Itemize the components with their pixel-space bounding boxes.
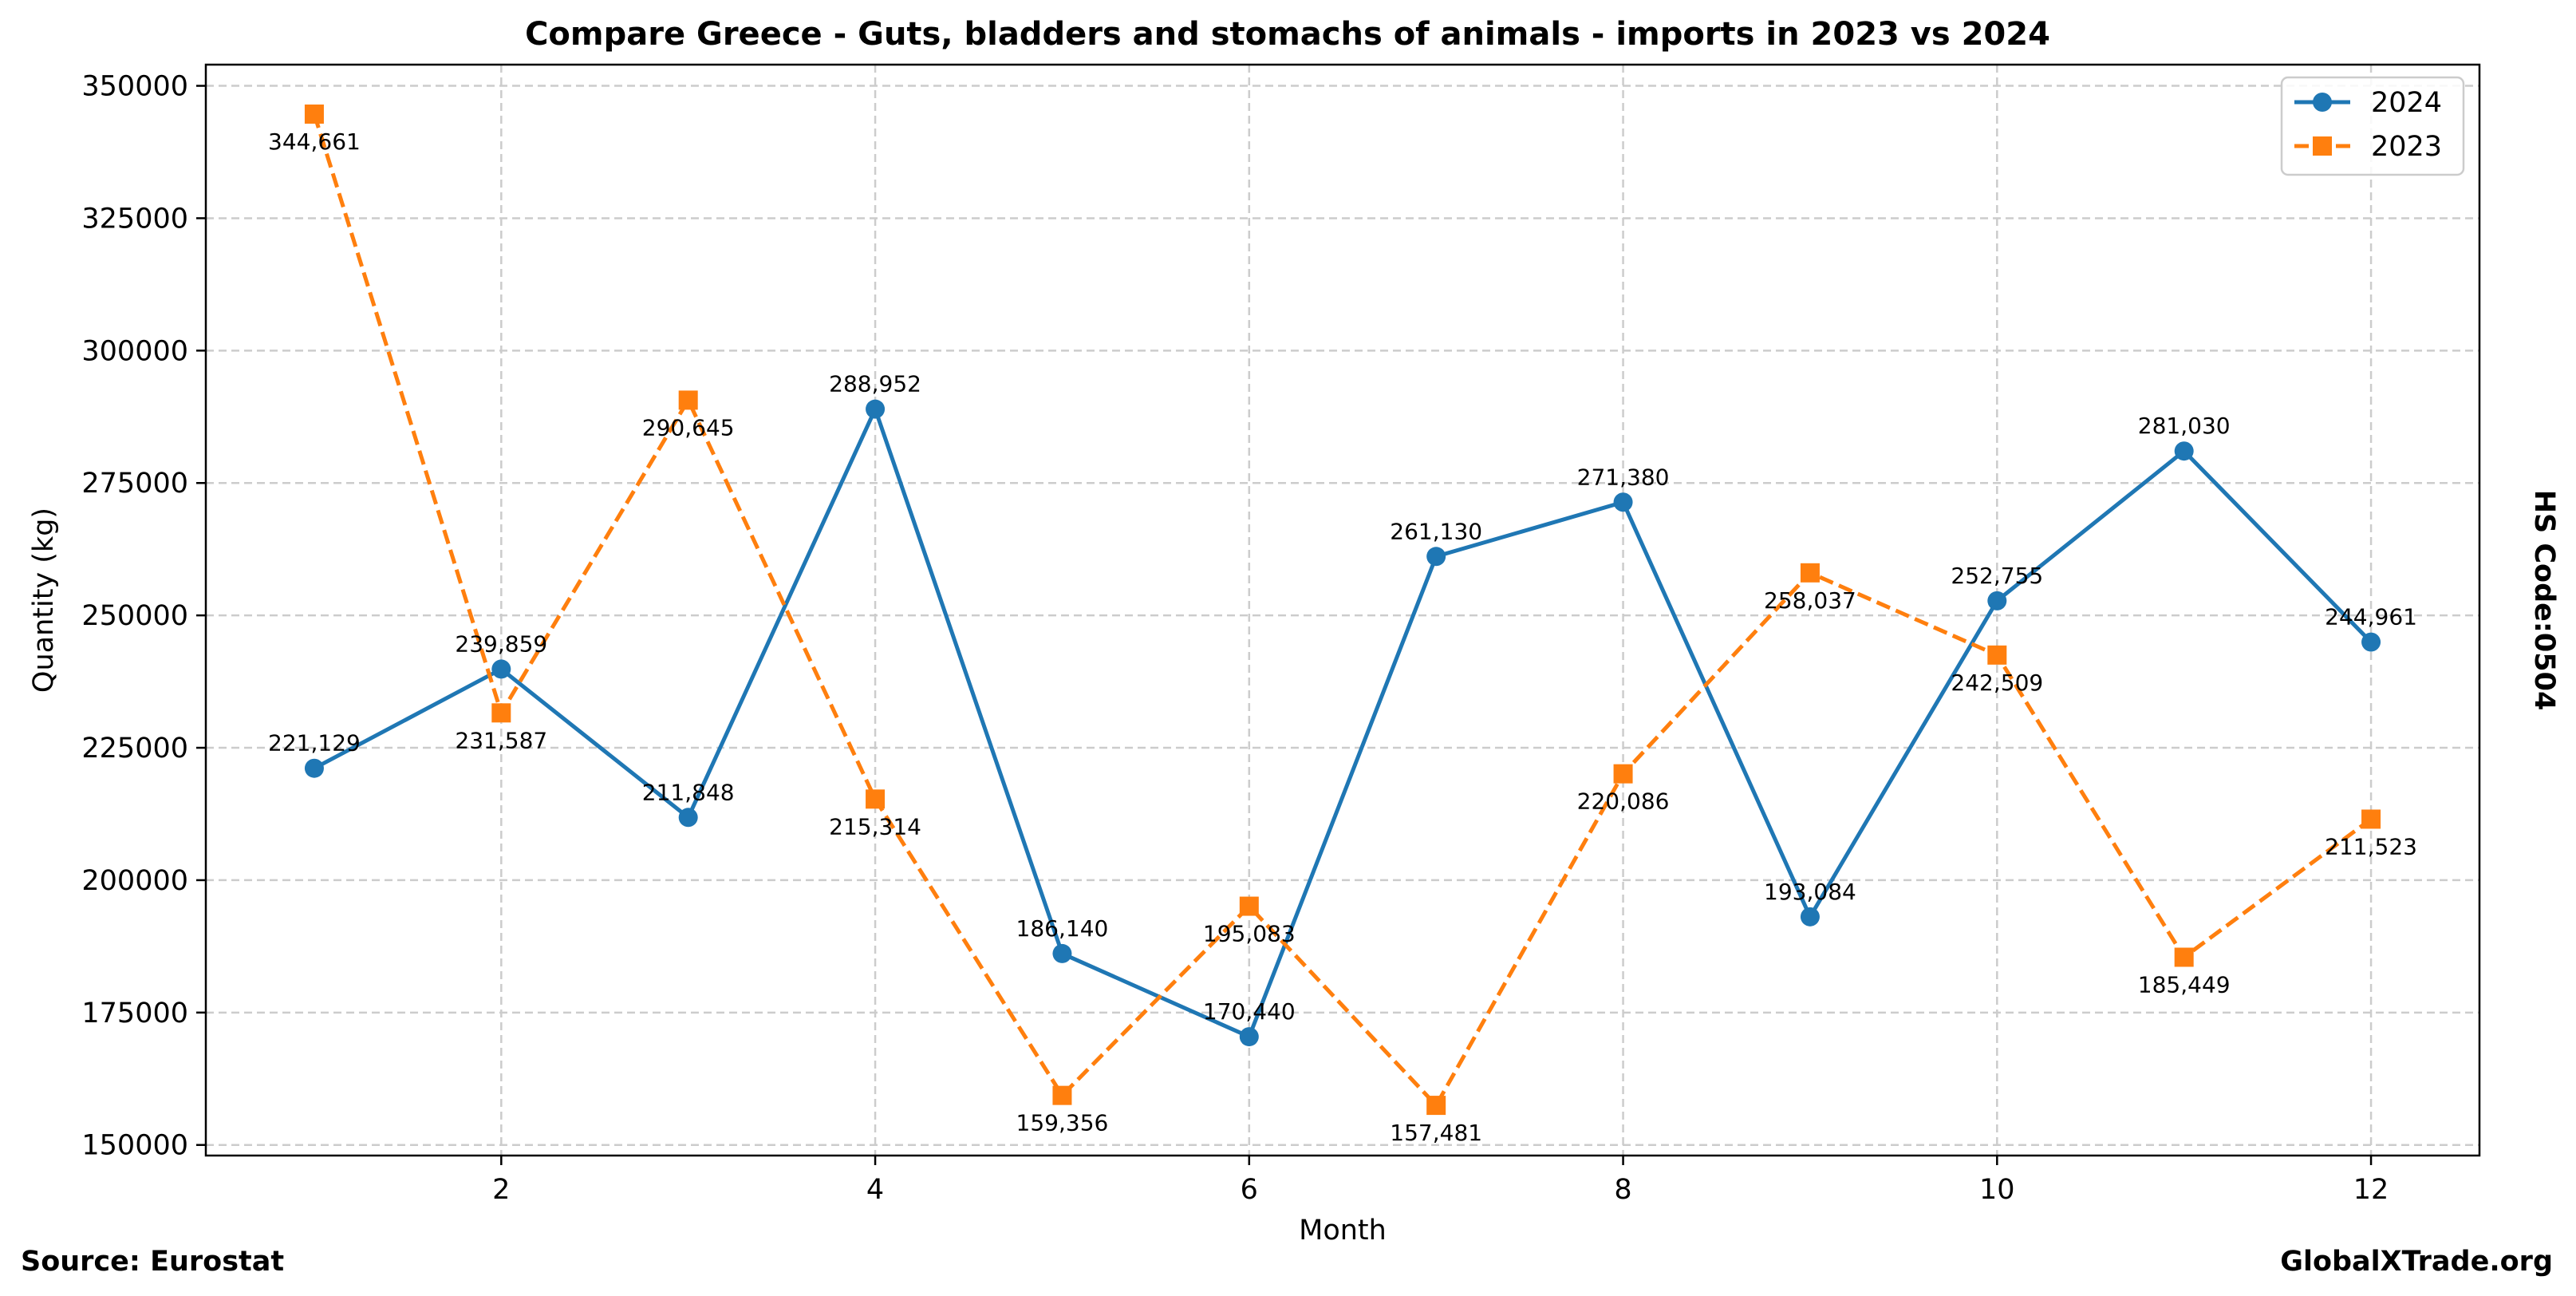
series-2023-data-label: 344,661 (268, 128, 361, 155)
y-tick-label: 250000 (81, 600, 188, 632)
series-2024-data-label: 244,961 (2325, 604, 2417, 630)
series-2024-point (1987, 591, 2007, 610)
x-tick-label: 6 (1241, 1174, 1258, 1206)
series-2024-point (491, 659, 511, 679)
series-2023-point (2361, 809, 2381, 829)
series-2024-data-label: 271,380 (1577, 464, 1670, 490)
series-2023-data-label: 231,587 (455, 727, 547, 753)
series-2024-data-label: 261,130 (1390, 518, 1482, 544)
axis-ticks: 2 4 6 8 10 12 150000 175000 200000 225000 250000 27… (81, 71, 2389, 1206)
series-2024-point (678, 808, 698, 828)
hs-code-label: HS Code:0504 (2528, 490, 2560, 711)
series-2023-point (866, 789, 886, 809)
series-2023-point (678, 390, 698, 410)
series-layer (304, 104, 2381, 1116)
series-2023-data-label: 215,314 (829, 813, 921, 840)
series-2024-data-label: 221,129 (268, 730, 361, 757)
y-tick-label: 350000 (81, 71, 188, 103)
series-2024-point (2174, 441, 2194, 461)
legend-2024-label: 2024 (2371, 87, 2442, 119)
legend-2024-marker (2313, 93, 2332, 112)
y-axis-label: Quantity (kg) (28, 508, 60, 693)
source-note: Source: Eurostat (21, 1246, 284, 1278)
y-tick-label: 175000 (81, 998, 188, 1029)
series-2024-data-label: 281,030 (2138, 413, 2231, 439)
series-2024-point (2361, 632, 2381, 652)
series-2023-point (2174, 947, 2194, 967)
series-2024-data-label: 193,084 (1764, 879, 1856, 905)
legend: 2024 2023 (2280, 76, 2465, 176)
series-2023-data-label: 157,481 (1390, 1120, 1482, 1146)
series-2024-data-label: 211,848 (642, 779, 735, 805)
series-2024-point (1800, 907, 1820, 927)
series-2024-data-label: 239,859 (455, 630, 547, 657)
series-2023-data-label: 211,523 (2325, 833, 2417, 859)
series-2023-point (1613, 764, 1633, 784)
series-2023-point (1239, 896, 1259, 916)
series-2024-point (1052, 943, 1072, 963)
legend-2023-label: 2023 (2371, 131, 2442, 163)
series-2023-line (312, 113, 2373, 1108)
legend-2023-marker (2313, 136, 2332, 156)
series-2024-data-label: 288,952 (829, 371, 921, 397)
y-tick-label: 200000 (81, 865, 188, 897)
legend-entries: 2024 2023 (2294, 87, 2442, 163)
series-2024-point (1613, 492, 1633, 512)
y-tick-label: 275000 (81, 468, 188, 500)
x-tick-label: 8 (1614, 1174, 1631, 1206)
grid (206, 65, 2479, 1156)
series-2024-data-label: 186,140 (1016, 915, 1109, 942)
brand-watermark: GlobalXTrade.org (2280, 1246, 2553, 1278)
y-tick-label: 325000 (81, 203, 188, 235)
series-2024-data-label: 170,440 (1203, 998, 1296, 1025)
y-tick-label: 300000 (81, 335, 188, 367)
series-2023-point (491, 703, 511, 723)
x-tick-label: 4 (866, 1174, 884, 1206)
series-2023-point (1052, 1085, 1072, 1105)
series-2024-point (866, 399, 886, 419)
series-2023-data-label: 159,356 (1016, 1110, 1109, 1136)
series-2024-line (313, 407, 2373, 1039)
series-2024-point (304, 758, 324, 778)
series-2023-data-label: 290,645 (642, 414, 735, 441)
series-2024-point (1239, 1027, 1259, 1047)
x-tick-label: 10 (1979, 1174, 2015, 1206)
data-labels: 221,129 239,859 211,848 288,952 186,140 170,4… (268, 128, 2417, 1146)
series-2023-point (1426, 1096, 1446, 1116)
series-2023-data-label: 242,509 (1951, 670, 2043, 696)
series-2024-data-label: 252,755 (1951, 563, 2043, 589)
series-2024-point (1426, 547, 1446, 567)
x-tick-label: 12 (2353, 1174, 2389, 1206)
plot-frame (204, 63, 2481, 1157)
series-2023-point (1800, 563, 1820, 583)
series-2023-data-label: 220,086 (1577, 788, 1670, 815)
series-2023-data-label: 185,449 (2138, 971, 2231, 998)
series-2023-point (304, 104, 324, 124)
chart-title: Compare Greece - Guts, bladders and stom… (525, 16, 2050, 53)
x-axis-label: Month (1299, 1215, 1387, 1247)
series-2023-data-label: 195,083 (1203, 921, 1296, 947)
y-tick-label: 225000 (81, 733, 188, 765)
series-2023-point (1987, 645, 2007, 665)
x-tick-label: 2 (492, 1174, 510, 1206)
series-2023-data-label: 258,037 (1764, 587, 1856, 614)
y-tick-label: 150000 (81, 1130, 188, 1162)
